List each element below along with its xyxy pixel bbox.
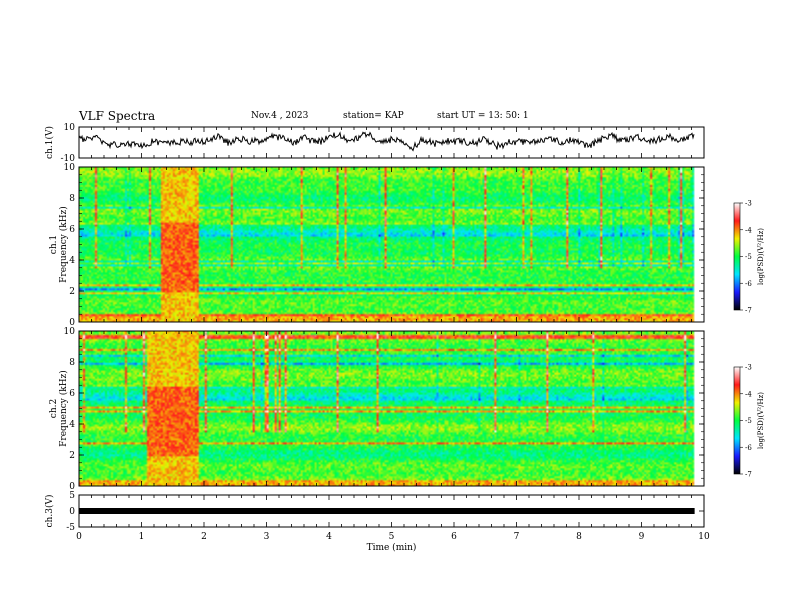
x-tick-label: 8 xyxy=(576,532,582,542)
ch2-spectrogram-ylabel-freq: Frequency (kHz) xyxy=(58,370,69,447)
ch2-spectrogram-colorbar-tick-label: -6 xyxy=(745,444,752,452)
ch1-waveform-ytick-label: -10 xyxy=(61,154,76,164)
x-tick-label: 5 xyxy=(389,532,395,542)
x-tick-label: 0 xyxy=(76,532,82,542)
ch3-waveform-ytick-label: 0 xyxy=(69,507,75,517)
ch1-spectrogram-colorbar-label: log(PSD)(V²/Hz) xyxy=(757,228,765,285)
ch1-spectrogram-ytick-label: 8 xyxy=(69,194,75,204)
ch2-spectrogram-ytick-label: 0 xyxy=(69,482,75,492)
ch1-spectrogram-ylabel-channel: ch.1 xyxy=(49,235,59,254)
ch2-spectrogram-ytick-label: 8 xyxy=(69,358,75,368)
ch2-spectrogram-ytick-label: 10 xyxy=(64,327,76,337)
x-tick-label: 2 xyxy=(201,532,207,542)
ch2-spectrogram-ytick-label: 4 xyxy=(69,420,75,430)
ch1-spectrogram-colorbar xyxy=(733,202,741,311)
ch1-spectrogram-colorbar-tick-label: -3 xyxy=(745,200,752,208)
x-tick-label: 4 xyxy=(326,532,332,542)
ch1-spectrogram-ytick-label: 6 xyxy=(69,225,75,235)
figure-title: VLF Spectra xyxy=(79,109,156,123)
ch1-waveform-ytick-label: 10 xyxy=(64,123,76,133)
x-axis-label: Time (min) xyxy=(367,542,417,553)
ch2-spectrogram-colorbar-tick-label: -5 xyxy=(745,417,752,425)
x-tick-label: 6 xyxy=(451,532,457,542)
ch2-spectrogram-ytick-label: 6 xyxy=(69,389,75,399)
ch1-spectrogram-colorbar-tick-label: -6 xyxy=(745,280,752,288)
ch1-waveform-ylabel: ch.1(V) xyxy=(44,126,55,159)
x-tick-label: 7 xyxy=(514,532,520,542)
ch2-spectrogram-colorbar xyxy=(733,366,741,475)
ch1-spectrogram-ylabel-freq: Frequency (kHz) xyxy=(58,206,69,283)
ch1-waveform-trace xyxy=(78,131,695,152)
ch1-spectrogram-colorbar-tick-label: -7 xyxy=(745,307,752,315)
ch3-waveform-ytick-label: 5 xyxy=(69,491,75,501)
x-tick-label: 10 xyxy=(698,532,710,542)
x-tick-label: 1 xyxy=(139,532,145,542)
ch1-spectrogram-ytick-label: 2 xyxy=(69,287,75,297)
x-tick-label: 3 xyxy=(264,532,270,542)
ch3-waveform-ylabel: ch.3(V) xyxy=(44,495,55,528)
header-start-time: start UT = 13: 50: 1 xyxy=(437,111,529,121)
ch3-waveform-ytick-label: -5 xyxy=(66,523,75,533)
ch1-spectrogram-colorbar-tick-label: -4 xyxy=(745,226,752,234)
header-date: Nov.4 , 2023 xyxy=(251,111,309,121)
ch2-spectrogram-colorbar-tick-label: -3 xyxy=(745,364,752,372)
ch2-spectrogram-heatmap xyxy=(79,331,704,486)
ch2-spectrogram-colorbar-tick-label: -7 xyxy=(745,471,752,479)
ch2-spectrogram-colorbar-label: log(PSD)(V²/Hz) xyxy=(757,392,765,449)
ch1-spectrogram-ytick-label: 4 xyxy=(69,256,75,266)
x-tick-label: 9 xyxy=(639,532,645,542)
ch1-spectrogram-ytick-label: 0 xyxy=(69,318,75,328)
ch2-spectrogram-colorbar-tick-label: -4 xyxy=(745,390,752,398)
ch1-spectrogram-heatmap xyxy=(79,167,704,322)
ch2-spectrogram-ylabel-channel: ch.2 xyxy=(49,399,59,418)
header-station: station= KAP xyxy=(343,111,404,121)
ch2-spectrogram-ytick-label: 2 xyxy=(69,451,75,461)
ch1-spectrogram-colorbar-tick-label: -5 xyxy=(745,253,752,261)
ch1-spectrogram-ytick-label: 10 xyxy=(64,163,76,173)
